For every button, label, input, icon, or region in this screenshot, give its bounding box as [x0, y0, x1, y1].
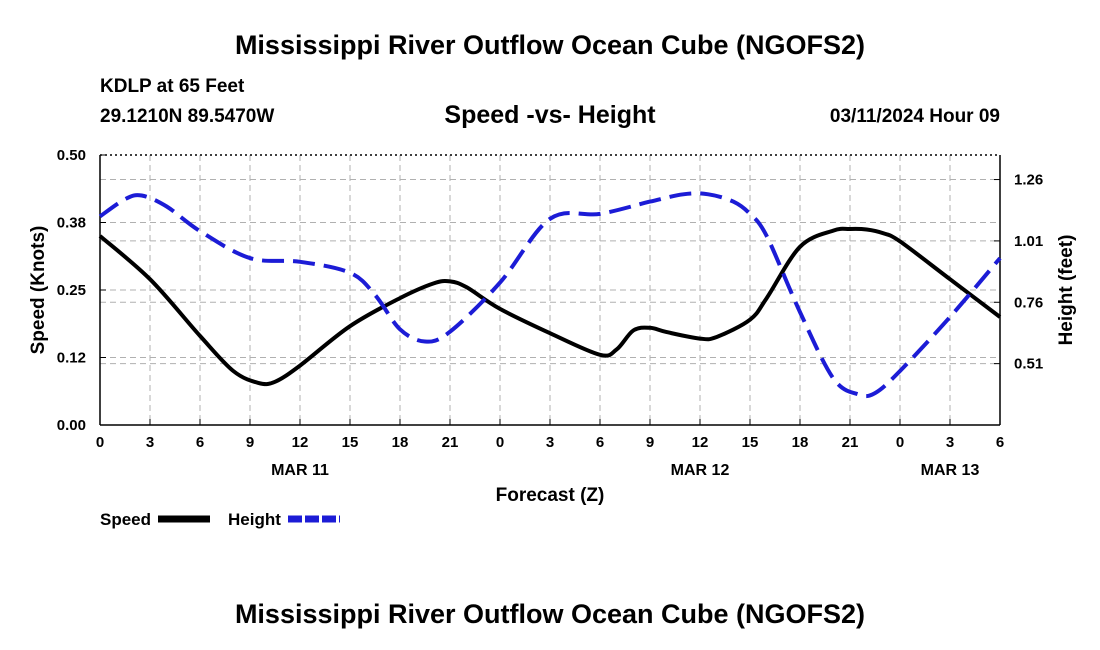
x-tick-label: 6: [996, 434, 1004, 451]
x-tick-label: 6: [196, 434, 204, 451]
x-tick-label: 3: [146, 434, 154, 451]
x-tick-label: 21: [842, 434, 859, 451]
page-title: Mississippi River Outflow Ocean Cube (NG…: [234, 30, 866, 60]
speed-series-line: [98, 226, 1002, 387]
x-tick-label: 0: [496, 434, 504, 451]
x-tick-label: 18: [792, 434, 809, 451]
x-date-label: MAR 12: [671, 462, 730, 479]
y-left-tick-label: 0.50: [57, 147, 86, 164]
footer-title: Mississippi River Outflow Ocean Cube (NG…: [234, 599, 866, 629]
x-tick-label: 12: [692, 434, 709, 451]
x-tick-label: 18: [392, 434, 409, 451]
y-right-tick-label: 0.51: [1014, 356, 1043, 373]
station-label: KDLP at 65 Feet: [100, 76, 245, 97]
x-date-label: MAR 13: [921, 462, 980, 479]
x-tick-label: 15: [342, 434, 359, 451]
station-coordinates: 29.1210N 89.5470W: [100, 106, 275, 127]
y-left-tick-label: 0.12: [57, 350, 86, 367]
y-left-axis-title: Speed (Knots): [28, 226, 49, 355]
y-right-tick-label: 0.76: [1014, 294, 1043, 311]
x-tick-label: 9: [246, 434, 254, 451]
y-left-tick-label: 0.38: [57, 215, 86, 232]
y-left-tick-label: 0.25: [57, 282, 86, 299]
x-tick-label: 0: [96, 434, 104, 451]
y-right-axis-title: Height (feet): [1056, 235, 1077, 346]
y-right-tick-label: 1.26: [1014, 172, 1043, 189]
x-tick-label: 12: [292, 434, 309, 451]
y-right-tick-label: 1.01: [1014, 233, 1043, 250]
x-axis-title: Forecast (Z): [496, 485, 605, 506]
x-tick-label: 9: [646, 434, 654, 451]
legend-label-height: Height: [228, 510, 281, 529]
x-tick-label: 6: [596, 434, 604, 451]
x-tick-label: 15: [742, 434, 759, 451]
x-tick-label: 21: [442, 434, 459, 451]
y-left-tick-label: 0.00: [57, 417, 86, 434]
forecast-datetime: 03/11/2024 Hour 09: [829, 106, 1000, 127]
speed-height-chart: 0 3 6 9 12 15 18 21 0 3 6 9 12 15 18 21 0 3 6 MAR 11 MAR 12 M…: [28, 147, 1077, 529]
height-series-line: [98, 191, 1002, 399]
x-tick-label: 3: [946, 434, 954, 451]
x-tick-label: 0: [896, 434, 904, 451]
chart-subtitle: Speed -vs- Height: [444, 101, 656, 129]
x-tick-label: 3: [546, 434, 554, 451]
x-date-label: MAR 11: [271, 462, 329, 479]
legend-label-speed: Speed: [100, 510, 151, 529]
